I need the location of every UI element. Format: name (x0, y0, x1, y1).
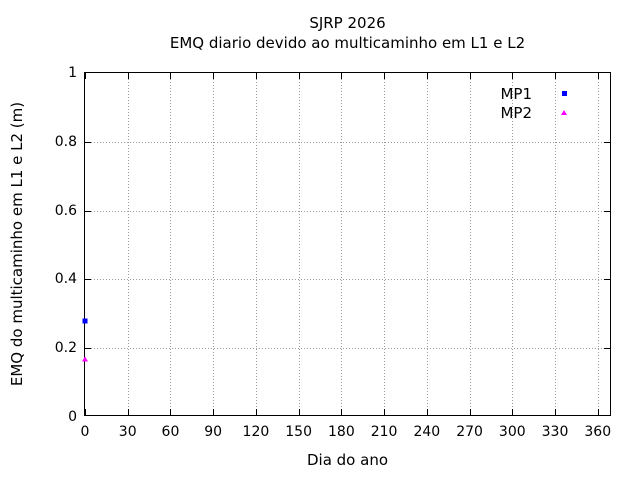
legend-label: MP2 (500, 103, 532, 122)
y-axis-label: EMQ do multicaminho em L1 e L2 (m) (8, 101, 26, 387)
y-tick-mark-mirror (604, 210, 610, 212)
x-tick-label: 120 (242, 424, 270, 440)
x-tick-mark (512, 409, 514, 415)
gridline-horizontal (85, 279, 610, 281)
legend-marker-mp2 (561, 110, 567, 115)
gridline-vertical (469, 73, 471, 415)
gridline-horizontal (85, 210, 610, 212)
x-tick-mark (555, 409, 557, 415)
y-tick-label: 0 (68, 409, 77, 425)
legend: MP1 MP2 (500, 84, 596, 122)
y-tick-mark (85, 210, 91, 212)
x-tick-label: 210 (370, 424, 398, 440)
gridline-vertical (213, 73, 215, 415)
y-tick-label: 0.2 (54, 340, 77, 357)
x-tick-mark (384, 409, 386, 415)
x-tick-mark-mirror (426, 73, 428, 79)
y-tick-label: 0.4 (54, 271, 77, 288)
legend-marker-cell (532, 91, 596, 96)
x-tick-mark-mirror (170, 73, 172, 79)
x-tick-mark (170, 409, 172, 415)
x-tick-label: 360 (584, 424, 612, 440)
x-tick-label: 240 (413, 424, 441, 440)
gridline-vertical (255, 73, 257, 415)
gridline-vertical (597, 73, 599, 415)
chart-subtitle: EMQ diario devido ao multicaminho em L1 … (169, 34, 526, 52)
x-tick-mark-mirror (255, 73, 257, 79)
gridline-vertical (127, 73, 129, 415)
x-tick-label: 0 (80, 424, 90, 440)
x-tick-label: 60 (161, 424, 180, 440)
plot-area: MP1 MP2 0 30 60 90 120 150 180 210 240 270 300 330 36… (55, 65, 611, 440)
data-point-mp1 (82, 318, 88, 324)
x-tick-mark (255, 409, 257, 415)
x-tick-mark-mirror (597, 73, 599, 79)
x-tick-mark (426, 409, 428, 415)
y-tick-mark-mirror (604, 141, 610, 143)
x-tick-label: 300 (498, 424, 526, 440)
x-tick-mark-mirror (384, 73, 386, 79)
gridline-vertical (426, 73, 428, 415)
y-tick-label: 0.8 (54, 133, 77, 150)
x-axis-label: Dia do ano (306, 451, 389, 469)
x-tick-label: 270 (456, 424, 483, 440)
x-tick-label: 180 (328, 424, 355, 440)
x-tick-mark-mirror (555, 73, 557, 79)
x-tick-label: 150 (285, 424, 313, 440)
gridline-vertical (555, 73, 557, 415)
x-tick-mark (597, 409, 599, 415)
x-tick-mark-mirror (469, 73, 471, 79)
x-tick-label: 90 (204, 424, 223, 440)
x-tick-mark-mirror (213, 73, 215, 79)
data-point-mp2 (82, 356, 88, 362)
gridline-horizontal (85, 141, 610, 143)
y-tick-mark (85, 141, 91, 143)
x-tick-mark-mirror (298, 73, 300, 79)
chart-title-block: SJRP 2026 EMQ diario devido ao multicami… (84, 13, 611, 53)
x-tick-mark (85, 409, 86, 415)
gridline-vertical (298, 73, 300, 415)
y-tick-mark-mirror (604, 348, 610, 350)
x-tick-mark-mirror (127, 73, 129, 79)
legend-label: MP1 (500, 84, 532, 103)
x-tick-mark-mirror (85, 73, 86, 79)
x-tick-label: 330 (541, 424, 569, 440)
y-tick-label: 1 (68, 65, 77, 81)
legend-entry: MP2 (500, 103, 596, 122)
gridline-horizontal (85, 348, 610, 350)
x-tick-mark-mirror (512, 73, 514, 79)
gridline-vertical (384, 73, 386, 415)
x-tick-mark (127, 409, 129, 415)
x-tick-mark (341, 409, 343, 415)
y-tick-label: 0.6 (54, 202, 77, 219)
x-tick-mark (298, 409, 300, 415)
gridline-vertical (170, 73, 172, 415)
y-tick-mark (85, 348, 91, 350)
chart-title: SJRP 2026 (309, 14, 386, 32)
legend-marker-cell (532, 110, 596, 115)
x-tick-label: 30 (118, 424, 137, 440)
gridline-vertical (512, 73, 514, 415)
legend-entry: MP1 (500, 84, 596, 103)
y-tick-mark-mirror (604, 279, 610, 281)
legend-marker-mp1 (561, 91, 567, 96)
x-tick-mark (213, 409, 215, 415)
y-tick-mark (85, 279, 91, 281)
x-tick-mark (469, 409, 471, 415)
gridline-vertical (341, 73, 343, 415)
x-tick-mark-mirror (341, 73, 343, 79)
